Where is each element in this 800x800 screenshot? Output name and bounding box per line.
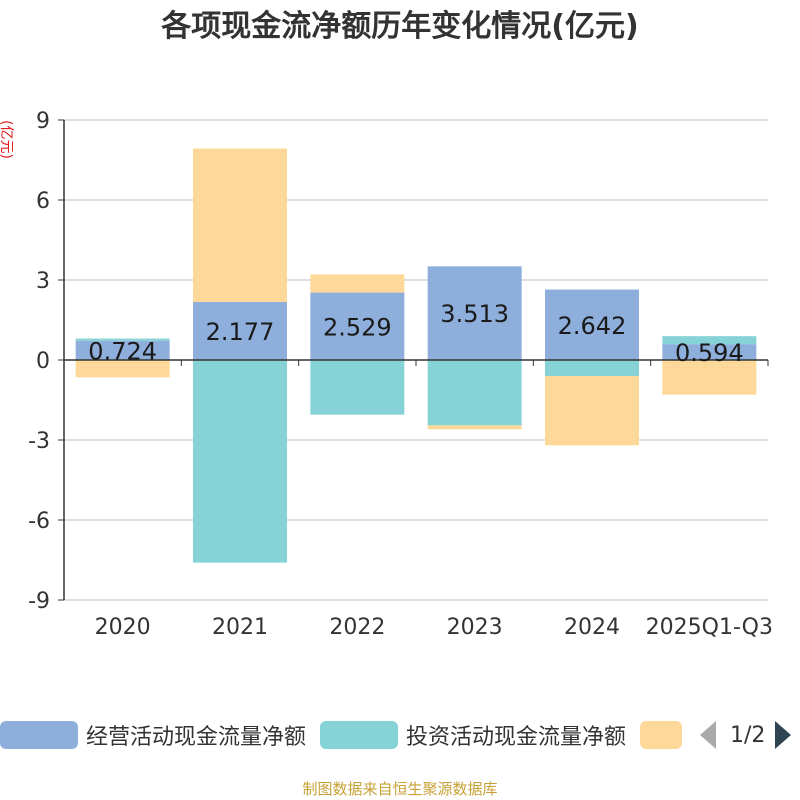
y-tick-label: 9 (36, 109, 50, 134)
legend-swatch-financing (640, 721, 682, 749)
bar-investing (662, 336, 757, 345)
x-tick-label: 2025Q1-Q3 (646, 615, 773, 640)
bar-value-label: 0.594 (675, 339, 744, 367)
legend-label-operating: 经营活动现金流量净额 (86, 725, 307, 750)
y-tick-label: -3 (28, 429, 50, 454)
bar-financing (193, 148, 287, 302)
bar-operating (75, 340, 170, 360)
bar-operating (662, 344, 757, 360)
bar-investing (193, 360, 287, 563)
y-tick-label: 3 (36, 269, 50, 294)
bar-financing (545, 376, 639, 446)
bar-financing (662, 360, 757, 395)
legend-prev-icon[interactable] (700, 721, 716, 749)
bar-value-label: 3.513 (440, 300, 509, 328)
legend-pager: 1/2 (700, 718, 792, 752)
bar-operating (427, 266, 522, 360)
y-axis-label: (亿元) (0, 120, 14, 159)
x-tick-label: 2022 (329, 615, 385, 640)
y-tick-label: -6 (28, 509, 50, 534)
legend-next-icon[interactable] (775, 721, 792, 749)
bar-value-label: 0.724 (88, 337, 157, 365)
legend-item-financing[interactable] (640, 718, 682, 752)
bar-operating (310, 292, 405, 360)
chart: 各项现金流净额历年变化情况(亿元) (亿元) 9 6 3 0 -3 -6 -9 2020 202… (0, 9, 773, 640)
chart-title: 各项现金流净额历年变化情况(亿元) (160, 9, 638, 44)
legend-page-indicator: 1/2 (730, 722, 766, 748)
bar-financing (310, 274, 405, 293)
x-tick-label: 2023 (447, 615, 503, 640)
y-tick-label: 0 (36, 349, 50, 374)
x-tick-label: 2024 (564, 615, 620, 640)
y-tick-label: -9 (28, 589, 50, 614)
bar-investing (310, 360, 405, 415)
bar-value-label: 2.529 (323, 313, 392, 341)
x-tick-label: 2021 (212, 615, 268, 640)
x-tick-label: 2020 (95, 615, 151, 640)
legend-swatch-operating (0, 721, 78, 749)
bar-investing (545, 360, 639, 376)
bar-investing (427, 360, 522, 426)
source-note: 制图数据来自恒生聚源数据库 (302, 780, 498, 798)
bar-value-label: 2.642 (558, 312, 627, 340)
bar-operating (193, 301, 287, 360)
legend: 经营活动现金流量净额 投资活动现金流量净额 1/2 (0, 718, 800, 752)
bar-operating (545, 289, 639, 360)
legend-swatch-investing (320, 721, 398, 749)
bar-value-label: 2.177 (206, 318, 275, 346)
y-tick-label: 6 (36, 189, 50, 214)
bar-investing (75, 338, 170, 341)
bar-financing (427, 425, 522, 430)
legend-label-investing: 投资活动现金流量净额 (406, 725, 627, 750)
legend-item-investing[interactable]: 投资活动现金流量净额 (320, 718, 626, 752)
bar-financing (75, 360, 170, 378)
legend-item-operating[interactable]: 经营活动现金流量净额 (0, 718, 306, 752)
